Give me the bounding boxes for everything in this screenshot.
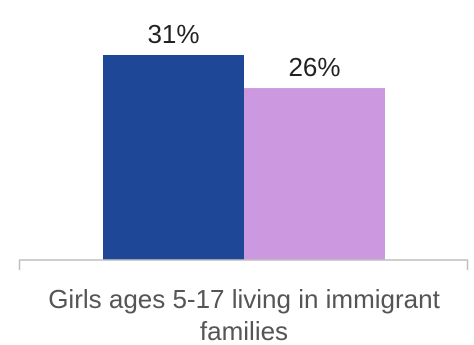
category-label-line-2: families [200, 316, 288, 345]
data-labels-group: 31% 26% [147, 19, 340, 82]
data-label-series-1: 31% [147, 19, 199, 49]
category-label-line-1: Girls ages 5-17 living in immigrant [48, 284, 440, 314]
data-label-series-2: 26% [288, 52, 340, 82]
bar-series-2 [244, 88, 385, 260]
bars-group [103, 55, 385, 260]
bar-series-1 [103, 55, 244, 260]
